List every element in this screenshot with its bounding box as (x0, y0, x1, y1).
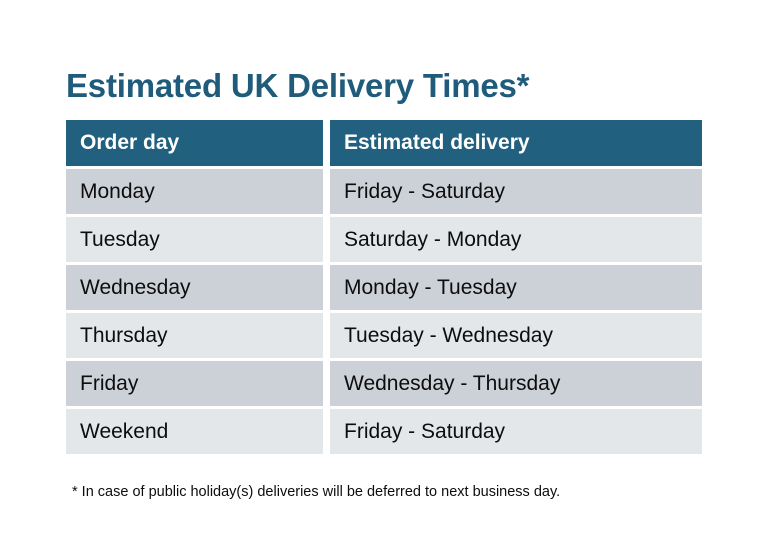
cell-order-day: Weekend (66, 409, 323, 454)
table-header-row: Order day Estimated delivery (66, 120, 702, 166)
column-header-order-day: Order day (66, 120, 323, 166)
cell-estimated-delivery: Friday - Saturday (330, 169, 702, 214)
cell-order-day: Wednesday (66, 265, 323, 310)
cell-estimated-delivery: Wednesday - Thursday (330, 361, 702, 406)
table-row: Wednesday Monday - Tuesday (66, 265, 702, 310)
table-row: Friday Wednesday - Thursday (66, 361, 702, 406)
table-row: Thursday Tuesday - Wednesday (66, 313, 702, 358)
cell-order-day: Friday (66, 361, 323, 406)
table-row: Weekend Friday - Saturday (66, 409, 702, 454)
table-row: Monday Friday - Saturday (66, 169, 702, 214)
cell-estimated-delivery: Friday - Saturday (330, 409, 702, 454)
cell-order-day: Tuesday (66, 217, 323, 262)
cell-estimated-delivery: Tuesday - Wednesday (330, 313, 702, 358)
table-row: Tuesday Saturday - Monday (66, 217, 702, 262)
column-header-estimated-delivery: Estimated delivery (330, 120, 702, 166)
cell-estimated-delivery: Saturday - Monday (330, 217, 702, 262)
delivery-times-table: Order day Estimated delivery Monday Frid… (66, 120, 702, 454)
page-title: Estimated UK Delivery Times* (66, 67, 530, 105)
cell-order-day: Thursday (66, 313, 323, 358)
footnote: * In case of public holiday(s) deliverie… (72, 484, 561, 500)
cell-order-day: Monday (66, 169, 323, 214)
cell-estimated-delivery: Monday - Tuesday (330, 265, 702, 310)
